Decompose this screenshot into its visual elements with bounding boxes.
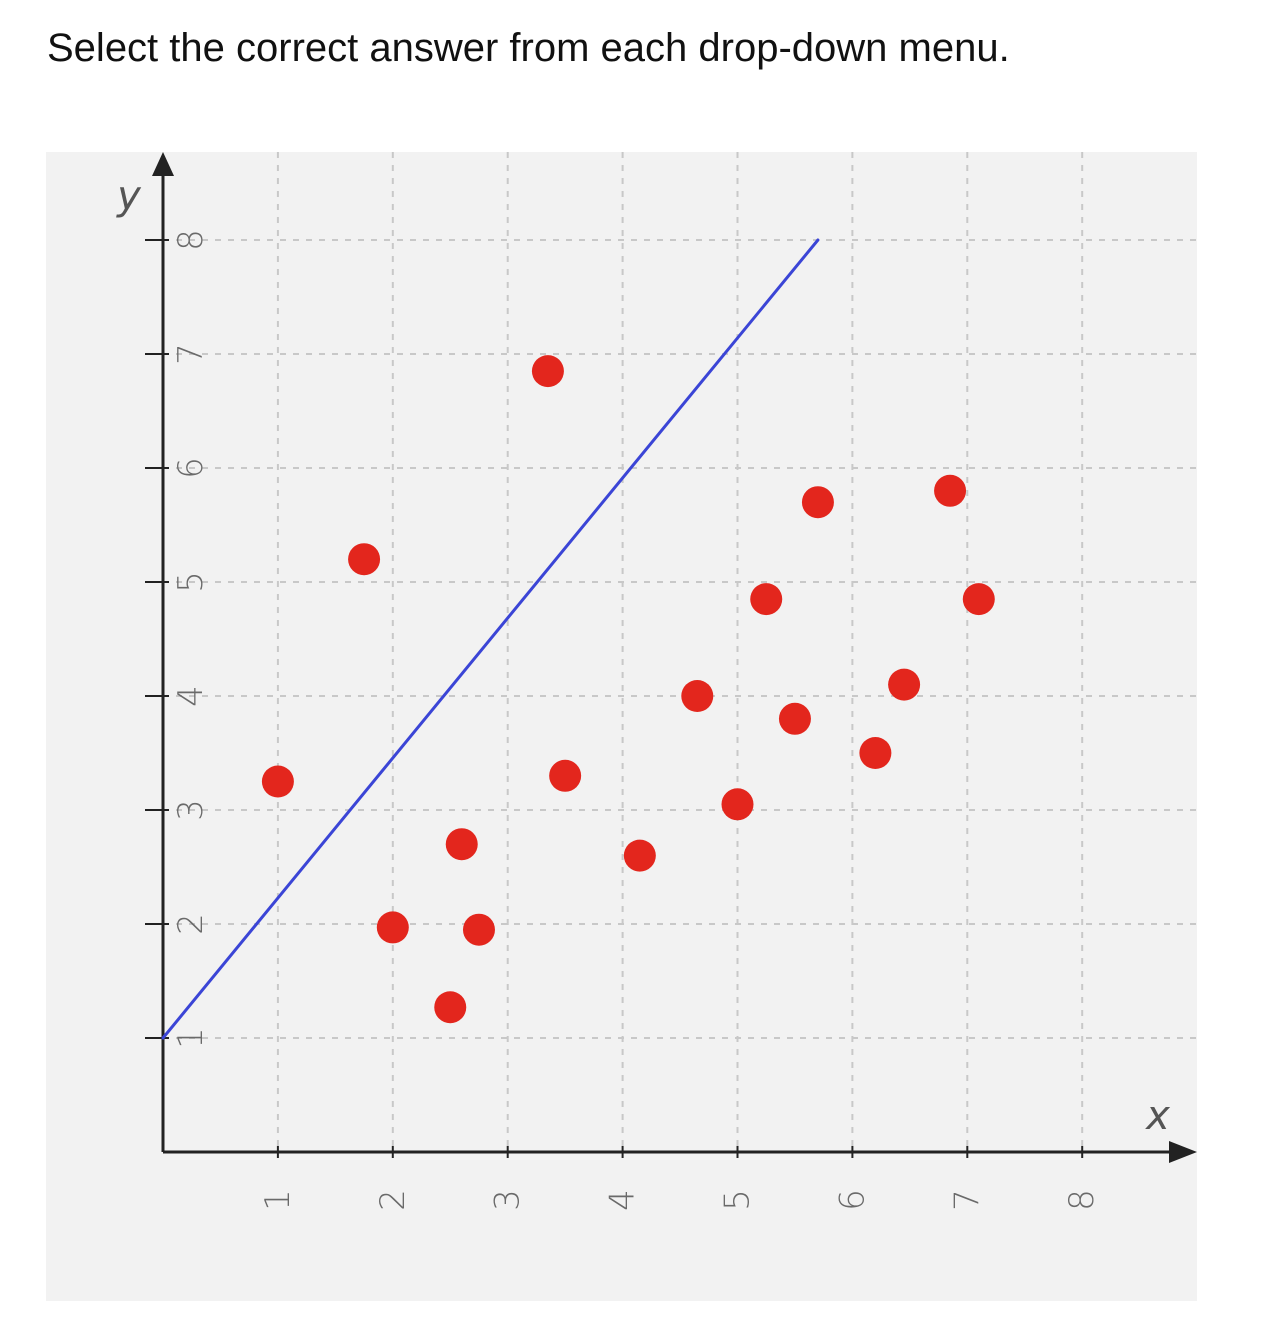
y-tick-label: 4 [171,685,211,707]
data-point [681,680,714,712]
data-point [934,474,967,507]
data-point [721,788,754,821]
x-tick-label: 5 [718,1189,758,1211]
trend-line-layer [161,238,820,1040]
data-point [859,737,892,769]
y-axis-label: y [116,173,142,219]
data-point [549,759,582,792]
data-point [778,702,811,735]
y-tick-label: 2 [171,913,211,935]
x-tick-label: 1 [258,1189,298,1211]
x-tick-label: 2 [373,1189,413,1211]
y-axis-arrow [152,152,174,176]
data-point [623,839,656,872]
y-tick-label: 1 [171,1027,211,1049]
scatter-plot: 1 2 3 4 5 6 7 8 1 2 3 4 5 6 7 8 x y [116,152,1197,1211]
data-points [261,355,995,1024]
instruction-text: Select the correct answer from each drop… [47,26,1010,70]
y-tick-label: 6 [171,457,211,479]
data-point [888,668,921,701]
x-tick-label: 8 [1062,1189,1102,1211]
y-tick-label: 5 [171,571,211,593]
y-tick-label: 8 [171,229,211,251]
data-point [531,355,564,388]
trend-line [161,238,820,1040]
x-axis-arrow [1169,1141,1197,1163]
axes [145,152,1197,1163]
x-axis-label: x [1144,1093,1170,1139]
y-tick-label: 3 [171,799,211,821]
data-point [434,991,467,1024]
data-point [962,583,995,616]
data-point [750,583,783,616]
data-point [348,543,381,576]
tick-labels: 1 2 3 4 5 6 7 8 1 2 3 4 5 6 7 8 [171,229,1102,1211]
data-point [801,486,834,519]
x-tick-label: 3 [488,1189,528,1211]
data-point [445,828,478,861]
grid-lines [163,152,1196,1152]
scatter-plot-panel: 1 2 3 4 5 6 7 8 1 2 3 4 5 6 7 8 x y [46,152,1197,1301]
x-tick-label: 7 [947,1189,987,1211]
y-tick-label: 7 [171,343,211,365]
x-tick-label: 4 [603,1189,643,1211]
data-point [376,911,409,944]
data-point [261,765,294,798]
x-tick-label: 6 [832,1189,872,1211]
data-point [462,913,495,946]
